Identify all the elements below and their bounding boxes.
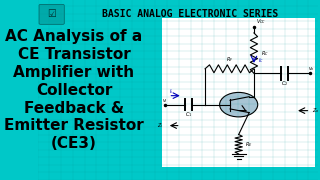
Text: $Z_i$: $Z_i$: [157, 121, 164, 130]
Text: $I_C$: $I_C$: [259, 56, 264, 65]
Text: BASIC ANALOG ELECTRONIC SERIES: BASIC ANALOG ELECTRONIC SERIES: [102, 9, 278, 19]
Text: $v_i$: $v_i$: [162, 97, 167, 105]
FancyBboxPatch shape: [39, 4, 64, 24]
FancyBboxPatch shape: [162, 18, 315, 167]
Circle shape: [220, 92, 258, 117]
Text: $R_C$: $R_C$: [261, 49, 268, 58]
Text: $C_2$: $C_2$: [281, 79, 288, 88]
Text: $V_{CC}$: $V_{CC}$: [256, 17, 266, 26]
Text: $C_1$: $C_1$: [185, 110, 192, 119]
Text: $R_E$: $R_E$: [245, 140, 253, 149]
Text: AC Analysis of a
CE Transistor
Amplifier with
Collector
Feedback &
Emitter Resis: AC Analysis of a CE Transistor Amplifier…: [4, 28, 144, 152]
Text: $R_F$: $R_F$: [226, 56, 233, 64]
Text: $I_i$: $I_i$: [169, 87, 174, 96]
Text: $Z_o$: $Z_o$: [312, 106, 319, 115]
Text: ☑: ☑: [47, 9, 56, 19]
Text: $v_o$: $v_o$: [308, 66, 315, 73]
